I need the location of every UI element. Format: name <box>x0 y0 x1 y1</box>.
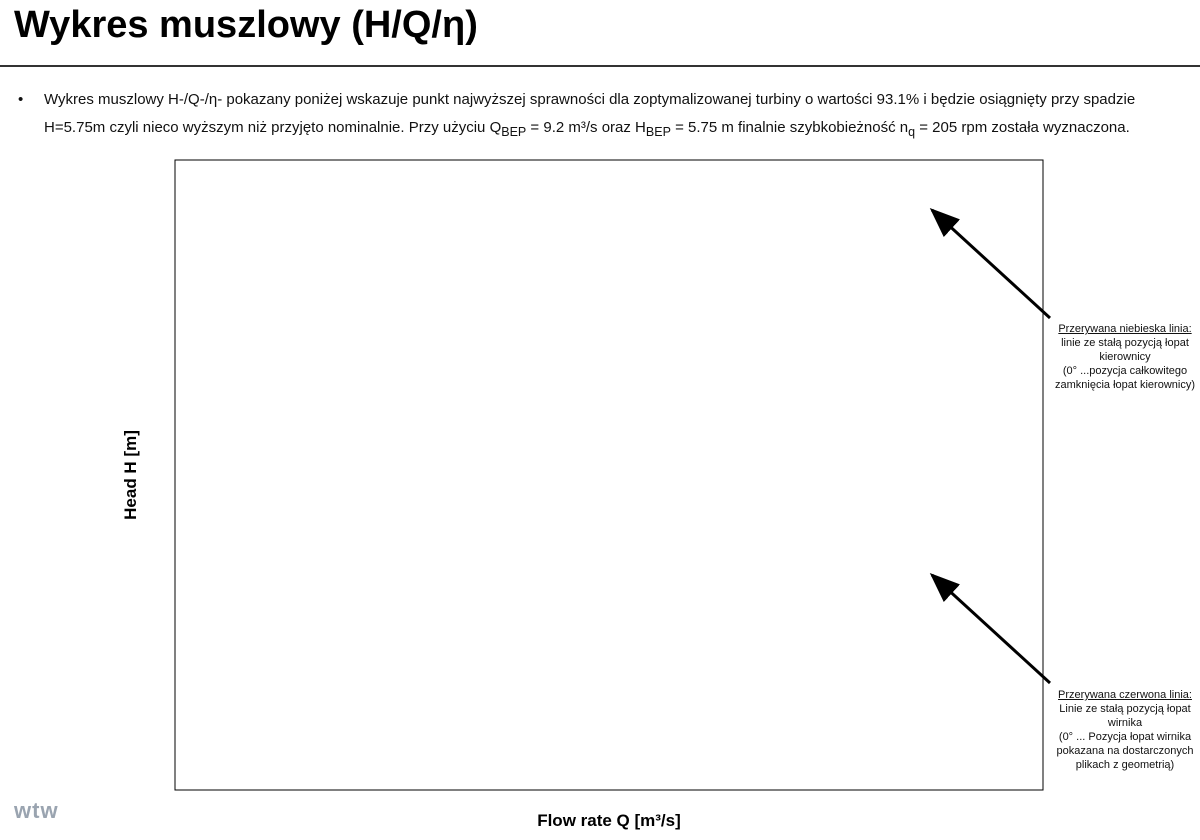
text: = 9.2 m³/s oraz H <box>526 119 646 136</box>
subscript: q <box>908 125 916 139</box>
plot-frame <box>174 159 1044 791</box>
x-axis-label: Flow rate Q [m³/s] <box>537 811 681 830</box>
text: Przerywana niebieska linia: <box>1058 323 1192 335</box>
annotation: Przerywana czerwona linia: Linie ze stał… <box>1052 688 1198 772</box>
subscript: BEP <box>501 125 527 139</box>
bullet-text: Wykres muszlowy H-/Q-/η- pokazany poniże… <box>18 86 1164 146</box>
text: (0° ... Pozycja łopat wirnika pokazana n… <box>1056 731 1194 771</box>
text: = 5.75 m finalnie szybkobieżność n <box>670 119 909 136</box>
title-rule <box>0 65 1200 67</box>
annotation: Przerywana niebieska linia: linie ze sta… <box>1052 322 1198 392</box>
text: = 205 rpm została wyznaczona. <box>915 119 1130 136</box>
text: linie ze stałą pozycją łopat kierownicy <box>1061 337 1189 363</box>
arrow <box>929 572 1052 685</box>
text: Wykres muszlowy H-/Q-/η- pokazany poniże… <box>44 91 1136 136</box>
text: (0° ...pozycja całkowitego zamknięcia ło… <box>1055 365 1195 391</box>
text: Linie ze stałą pozycją łopat wirnika <box>1059 703 1191 729</box>
subscript: BEP <box>645 125 671 139</box>
y-axis-label: Head H [m] <box>121 430 140 520</box>
text: Przerywana czerwona linia: <box>1058 689 1192 701</box>
arrow <box>929 207 1052 320</box>
slide-title: Wykres muszlowy (H/Q/η) <box>14 4 478 46</box>
logo: wtw <box>14 798 59 823</box>
